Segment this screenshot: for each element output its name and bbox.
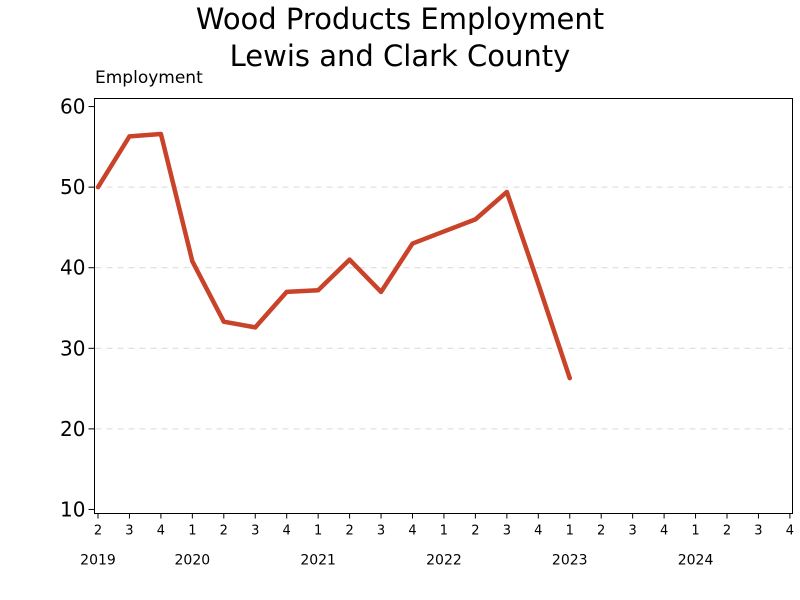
- y-tick-label: 30: [60, 336, 85, 360]
- y-axis: 10 20 30 40 50 60: [60, 95, 95, 521]
- data-point: [221, 319, 226, 324]
- series-group: [95, 131, 572, 381]
- chart-title-line-2: Lewis and Clark County: [229, 39, 571, 73]
- x-tick-label: 2: [723, 524, 731, 539]
- x-tick-label: 1: [188, 524, 196, 539]
- x-tick-label: 4: [283, 524, 291, 539]
- x-tick-label: 4: [408, 524, 416, 539]
- x-tick-label: 3: [629, 524, 637, 539]
- data-point: [410, 241, 415, 246]
- data-point: [567, 376, 572, 381]
- x-tick-label: 3: [125, 524, 133, 539]
- x-tick-label: 2: [597, 524, 605, 539]
- y-tick-label: 20: [60, 417, 85, 441]
- x-year-label: 2019: [80, 553, 116, 569]
- y-tick-label: 60: [60, 95, 85, 119]
- plot-frame: [94, 98, 793, 514]
- x-tick-label: 3: [503, 524, 511, 539]
- data-point: [158, 131, 163, 136]
- x-tick-label: 2: [345, 524, 353, 539]
- x-tick-label: 1: [691, 524, 699, 539]
- data-point: [473, 217, 478, 222]
- x-year-label: 2023: [552, 553, 588, 569]
- data-point: [347, 257, 352, 262]
- x-tick-label: 4: [660, 524, 668, 539]
- y-tick-label: 40: [60, 256, 85, 280]
- y-axis-label: Employment: [95, 68, 203, 88]
- data-point: [316, 288, 321, 293]
- y-tick-label: 50: [60, 175, 85, 199]
- series-line: [95, 131, 572, 381]
- x-year-label: 2022: [426, 553, 462, 569]
- data-point: [379, 289, 384, 294]
- data-point: [284, 289, 289, 294]
- x-tick-label: 3: [754, 524, 762, 539]
- gridlines: [95, 186, 792, 430]
- x-axis: 2 3 4 1 2 3 4 1 2 3 4 1 2 3 4 1 2 3 4 1 2 3 4 2019 2020 2021 2022 2…: [80, 513, 794, 569]
- x-tick-label: 4: [786, 524, 794, 539]
- x-tick-label: 1: [566, 524, 574, 539]
- data-point: [441, 229, 446, 234]
- x-tick-label: 2: [220, 524, 228, 539]
- x-tick-label: 3: [377, 524, 385, 539]
- data-point: [536, 281, 541, 286]
- data-point: [96, 185, 100, 190]
- data-point: [190, 259, 195, 264]
- x-tick-label: 4: [157, 524, 165, 539]
- x-tick-label: 1: [314, 524, 322, 539]
- x-year-label: 2020: [175, 553, 211, 569]
- x-tick-label: 2: [471, 524, 479, 539]
- x-year-label: 2024: [678, 553, 714, 569]
- x-year-label: 2021: [300, 553, 336, 569]
- y-tick-label: 10: [60, 497, 85, 521]
- data-point: [127, 134, 132, 139]
- data-point: [253, 325, 258, 330]
- x-tick-label: 1: [440, 524, 448, 539]
- x-tick-label: 3: [251, 524, 259, 539]
- x-tick-label: 2: [94, 524, 102, 539]
- chart-title-line-1: Wood Products Employment: [195, 2, 605, 36]
- x-tick-label: 4: [534, 524, 542, 539]
- data-point: [504, 189, 509, 194]
